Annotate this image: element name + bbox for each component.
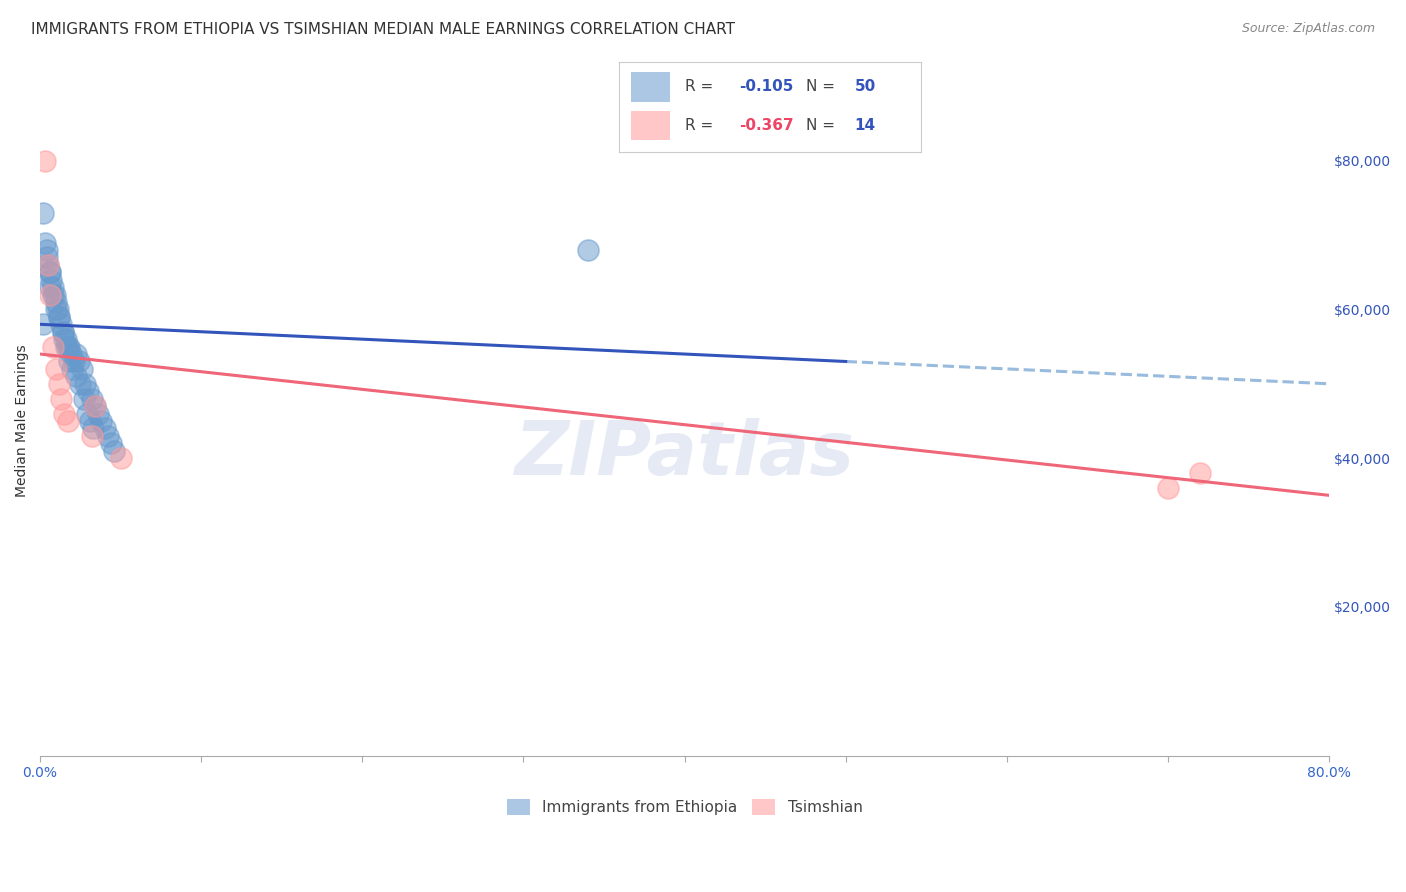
- Text: 14: 14: [855, 118, 876, 133]
- Point: [58, 354, 80, 368]
- Point: [69, 376, 91, 391]
- Bar: [631, 72, 671, 102]
- Point: [1189, 466, 1212, 480]
- Point: [44, 287, 66, 301]
- Point: [38, 287, 60, 301]
- Point: [37, 258, 59, 272]
- Point: [49, 318, 72, 332]
- Point: [576, 243, 599, 257]
- Text: ZIPatlas: ZIPatlas: [515, 418, 855, 491]
- Text: Source: ZipAtlas.com: Source: ZipAtlas.com: [1241, 22, 1375, 36]
- Point: [83, 399, 105, 413]
- Text: -0.105: -0.105: [740, 79, 794, 95]
- Point: [34, 153, 56, 168]
- Point: [100, 436, 122, 450]
- Point: [48, 376, 70, 391]
- Point: [46, 302, 69, 317]
- Text: N =: N =: [806, 79, 839, 95]
- Point: [34, 235, 56, 250]
- Point: [48, 310, 70, 324]
- Text: R =: R =: [685, 79, 718, 95]
- Point: [79, 414, 101, 428]
- Y-axis label: Median Male Earnings: Median Male Earnings: [15, 344, 30, 497]
- Point: [67, 354, 90, 368]
- Point: [42, 280, 65, 294]
- Bar: [631, 111, 671, 140]
- Point: [45, 302, 67, 317]
- Point: [35, 251, 58, 265]
- Point: [52, 325, 75, 339]
- Point: [55, 340, 77, 354]
- Point: [53, 332, 76, 346]
- Point: [72, 392, 94, 406]
- Point: [38, 280, 60, 294]
- Point: [45, 295, 67, 310]
- Point: [76, 407, 98, 421]
- Point: [32, 318, 55, 332]
- Point: [77, 384, 100, 399]
- Point: [110, 451, 132, 466]
- Point: [65, 369, 87, 384]
- Point: [53, 407, 76, 421]
- Point: [75, 376, 97, 391]
- Point: [59, 347, 82, 361]
- Point: [42, 287, 65, 301]
- Point: [45, 362, 67, 376]
- Text: N =: N =: [806, 118, 839, 133]
- Point: [93, 421, 115, 435]
- Point: [52, 325, 75, 339]
- Text: IMMIGRANTS FROM ETHIOPIA VS TSIMSHIAN MEDIAN MALE EARNINGS CORRELATION CHART: IMMIGRANTS FROM ETHIOPIA VS TSIMSHIAN ME…: [31, 22, 735, 37]
- Point: [70, 362, 93, 376]
- Point: [80, 392, 103, 406]
- Point: [58, 340, 80, 354]
- Point: [38, 265, 60, 279]
- Point: [63, 354, 86, 368]
- Point: [55, 332, 77, 346]
- Point: [83, 399, 105, 413]
- Point: [87, 407, 110, 421]
- Point: [48, 310, 70, 324]
- Text: 50: 50: [855, 79, 876, 95]
- Point: [1157, 481, 1180, 495]
- Text: -0.367: -0.367: [740, 118, 794, 133]
- Point: [103, 443, 125, 458]
- Point: [49, 392, 72, 406]
- Point: [80, 429, 103, 443]
- Point: [56, 340, 79, 354]
- Point: [56, 414, 79, 428]
- Point: [42, 340, 65, 354]
- Point: [35, 243, 58, 257]
- Text: R =: R =: [685, 118, 718, 133]
- Point: [97, 429, 120, 443]
- Point: [41, 273, 63, 287]
- Legend: Immigrants from Ethiopia, Tsimshian: Immigrants from Ethiopia, Tsimshian: [501, 793, 869, 822]
- Point: [90, 414, 112, 428]
- Point: [65, 347, 87, 361]
- Point: [82, 421, 104, 435]
- Point: [38, 265, 60, 279]
- Point: [60, 362, 83, 376]
- Point: [37, 258, 59, 272]
- Point: [32, 206, 55, 220]
